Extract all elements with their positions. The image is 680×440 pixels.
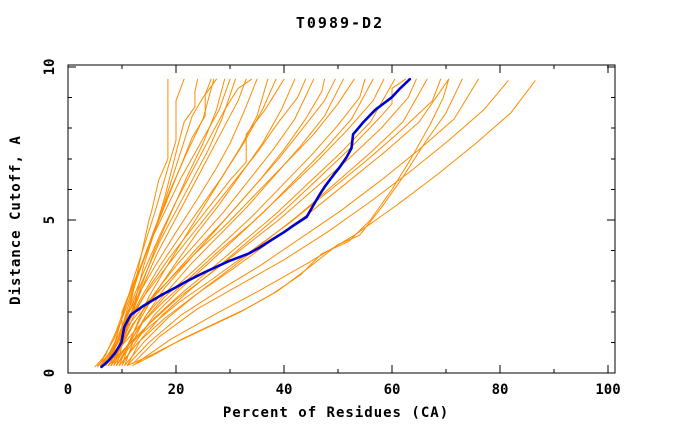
- model-curve: [118, 78, 296, 366]
- model-curve: [105, 78, 385, 366]
- model-curve: [97, 78, 215, 368]
- plot-frame: [67, 64, 616, 374]
- tick-labels: 0 20 40 60 80 100 0 5 10: [42, 59, 621, 398]
- x-tick-label: 80: [492, 382, 509, 398]
- model-curve: [126, 78, 479, 366]
- model-curve: [108, 78, 169, 366]
- model-curve: [110, 78, 315, 366]
- model-curve: [97, 78, 217, 366]
- model-curve: [108, 78, 442, 366]
- y-axis-label: Distance Cutoff, A: [8, 135, 24, 305]
- x-tick-label: 20: [168, 382, 185, 398]
- model-curve: [113, 78, 247, 366]
- model-curve: [126, 78, 406, 366]
- model-curve: [135, 80, 536, 365]
- model-curve: [132, 80, 509, 365]
- model-curve: [110, 78, 417, 366]
- x-axis-label: Percent of Residues (CA): [222, 405, 450, 421]
- model-curve: [110, 78, 285, 366]
- y-tick-label: 0: [42, 369, 58, 377]
- x-tick-label: 0: [64, 382, 72, 398]
- model-curve: [121, 78, 374, 366]
- selected-model-curve: [100, 77, 412, 369]
- x-tick-label: 60: [384, 382, 401, 398]
- model-curve: [124, 78, 428, 366]
- model-curve: [108, 78, 336, 366]
- model-curves-group: [94, 77, 536, 369]
- y-tick-label: 10: [42, 59, 58, 76]
- model-curve: [105, 78, 185, 366]
- y-tick-label: 5: [42, 216, 58, 224]
- x-tick-label: 100: [595, 382, 620, 398]
- model-curve: [116, 78, 226, 366]
- chart-title: T0989-D2: [295, 14, 385, 32]
- x-tick-label: 40: [276, 382, 293, 398]
- model-curve: [118, 78, 450, 366]
- model-curve: [126, 78, 450, 366]
- model-curve: [99, 78, 253, 366]
